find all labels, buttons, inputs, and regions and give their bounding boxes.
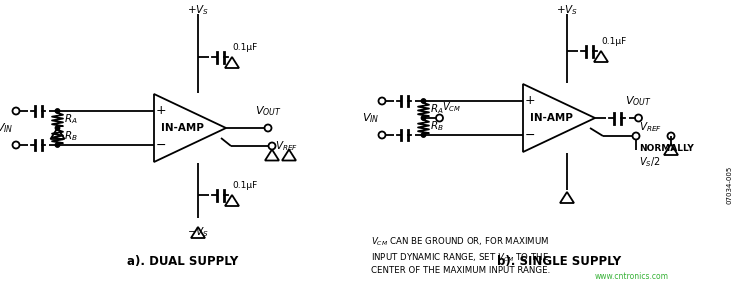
Text: $R_A$: $R_A$	[430, 102, 444, 117]
Text: $V_S/2$: $V_S/2$	[639, 155, 660, 169]
Text: −: −	[525, 129, 535, 141]
Text: 0.1μF: 0.1μF	[602, 37, 627, 46]
Circle shape	[422, 116, 426, 120]
Text: $V_{IN}$: $V_{IN}$	[362, 111, 380, 125]
Text: $R_B$: $R_B$	[64, 130, 78, 144]
Text: $-V_S$: $-V_S$	[187, 225, 209, 239]
Text: $V_{OUT}$: $V_{OUT}$	[255, 104, 281, 118]
Text: +: +	[156, 104, 166, 117]
Text: IN-AMP: IN-AMP	[160, 123, 203, 133]
Text: $+V_S$: $+V_S$	[556, 3, 578, 17]
Text: $V_{OUT}$: $V_{OUT}$	[625, 94, 651, 108]
Text: NORMALLY: NORMALLY	[639, 144, 694, 153]
Circle shape	[422, 99, 426, 103]
Circle shape	[56, 109, 60, 113]
Text: b). SINGLE SUPPLY: b). SINGLE SUPPLY	[497, 255, 621, 268]
Text: $R_A$: $R_A$	[64, 113, 78, 126]
Text: $V_{REF}$: $V_{REF}$	[275, 139, 298, 153]
Circle shape	[422, 133, 426, 137]
Text: $V_{CM}$ CAN BE GROUND OR, FOR MAXIMUM
INPUT DYNAMIC RANGE, SET $V_{CM}$ TO THE
: $V_{CM}$ CAN BE GROUND OR, FOR MAXIMUM I…	[371, 235, 550, 276]
Text: $V_{REF}$: $V_{REF}$	[639, 120, 662, 134]
Text: a). DUAL SUPPLY: a). DUAL SUPPLY	[127, 255, 239, 268]
Text: $V_{CM}$: $V_{CM}$	[443, 100, 462, 114]
Text: IN-AMP: IN-AMP	[529, 113, 572, 123]
Text: $V_{IN}$: $V_{IN}$	[0, 121, 14, 135]
Text: +: +	[525, 94, 535, 108]
Text: −: −	[156, 139, 166, 152]
Text: 07034-005: 07034-005	[727, 166, 732, 204]
Text: $R_B$: $R_B$	[430, 120, 444, 133]
Circle shape	[56, 143, 60, 147]
Text: $+V_S$: $+V_S$	[187, 3, 209, 17]
Text: www.cntronics.com: www.cntronics.com	[595, 272, 669, 281]
Circle shape	[56, 126, 60, 130]
Text: 0.1μF: 0.1μF	[233, 43, 258, 52]
Text: 0.1μF: 0.1μF	[233, 181, 258, 190]
